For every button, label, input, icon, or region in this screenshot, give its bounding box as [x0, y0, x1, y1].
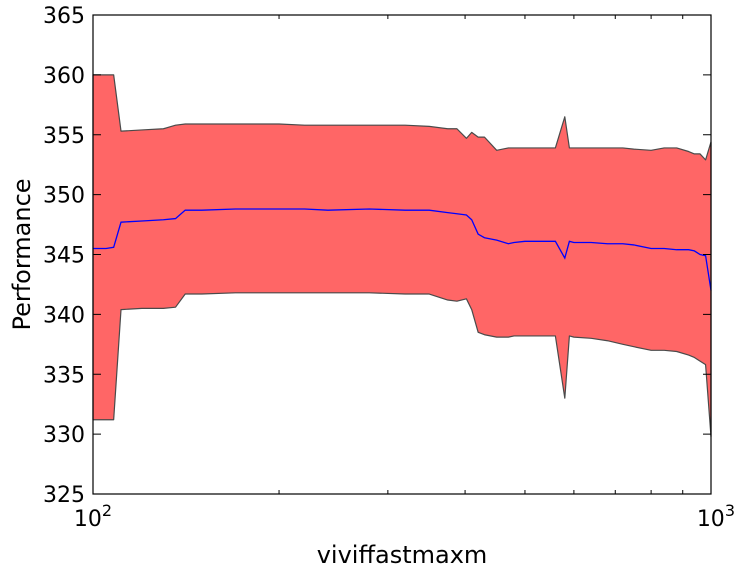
confidence-band-layer [92, 74, 712, 438]
y-axis-label: Performance [8, 178, 36, 330]
y-tick-label: 360 [43, 64, 85, 89]
mean-line [93, 208, 712, 291]
y-tick-label: 325 [43, 483, 85, 508]
y-tick-label: 335 [43, 363, 85, 388]
y-tick-label: 345 [43, 244, 85, 269]
x-tick-label: 103 [697, 501, 735, 532]
x-tick-label: 102 [74, 501, 112, 532]
confidence-band [92, 74, 712, 438]
y-tick-label: 365 [43, 4, 85, 29]
tick-layer: 325 330 335 340 345 350 355 360 365 102 103 [43, 4, 735, 532]
mean-line-layer [93, 208, 712, 291]
y-tick-label: 350 [43, 184, 85, 209]
y-tick-label: 355 [43, 124, 85, 149]
x-axis-label: viviffastmaxm [317, 541, 488, 569]
y-tick-label: 330 [43, 423, 85, 448]
y-tick-label: 340 [43, 303, 85, 328]
